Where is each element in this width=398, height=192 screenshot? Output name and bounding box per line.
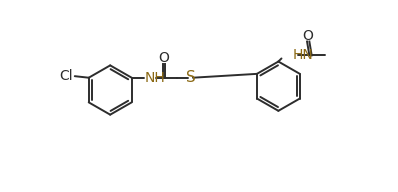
Text: HN: HN xyxy=(292,48,313,62)
Text: O: O xyxy=(158,51,169,65)
Text: Cl: Cl xyxy=(60,69,73,83)
Text: O: O xyxy=(302,29,313,43)
Text: NH: NH xyxy=(145,71,166,85)
Text: S: S xyxy=(186,70,195,85)
